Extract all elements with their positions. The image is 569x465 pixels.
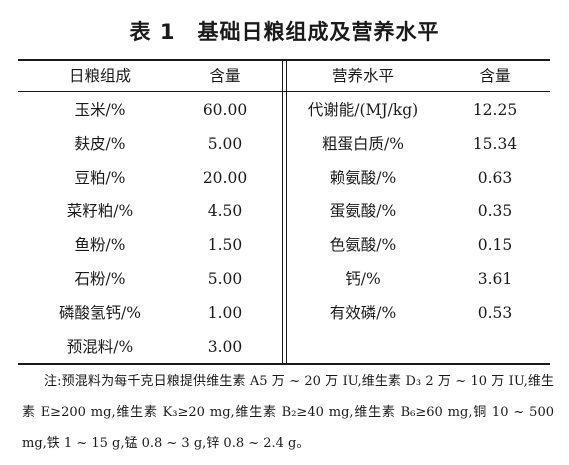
table-title: 表 1 基础日粮组成及营养水平 xyxy=(0,16,569,46)
table-number: 表 1 xyxy=(129,20,176,44)
nutrient-name: 有效磷/% xyxy=(329,303,397,322)
nutrient-name: 粗蛋白质/% xyxy=(322,134,404,153)
nutrient-value: 0.53 xyxy=(477,303,513,322)
ingredient-value: 4.50 xyxy=(207,202,243,221)
nutrient-name: 色氨酸/% xyxy=(329,236,397,255)
nutrient-name: 钙/% xyxy=(345,270,381,288)
column-divider xyxy=(286,60,287,364)
header-ingredient: 日粮组成 xyxy=(68,67,131,85)
nutrient-name: 蛋氨酸/% xyxy=(329,202,397,221)
nutrient-value: 0.63 xyxy=(477,168,513,187)
ingredient-name: 豆粕/% xyxy=(74,168,126,187)
ingredient-name: 玉米/% xyxy=(74,101,126,119)
nutrient-name: 赖氨酸/% xyxy=(329,168,397,187)
column-divider xyxy=(282,60,283,364)
header-content-right: 含量 xyxy=(479,67,511,85)
header-content-left: 含量 xyxy=(209,67,241,85)
ingredient-name: 石粉/% xyxy=(74,270,126,288)
nutrient-value: 15.34 xyxy=(472,134,518,153)
header-nutrient: 营养水平 xyxy=(331,67,394,85)
nutrient-name: 代谢能/(MJ/kg) xyxy=(307,101,419,119)
ingredient-value: 5.00 xyxy=(207,134,243,153)
ingredient-value: 60.00 xyxy=(202,101,248,119)
table-note: 注:预混料为每千克日粮提供维生素 A5 万 ~ 20 万 IU,维生素 D₃ 2… xyxy=(22,374,554,451)
header-rule xyxy=(18,91,550,92)
bottom-rule xyxy=(18,363,550,365)
nutrient-value: 3.61 xyxy=(477,270,513,288)
nutrient-value: 0.15 xyxy=(477,236,513,255)
ingredient-name: 预混料/% xyxy=(66,337,134,356)
ingredient-name: 磷酸氢钙/% xyxy=(59,303,141,322)
nutrient-value: 12.25 xyxy=(472,101,518,119)
ingredient-value: 3.00 xyxy=(207,337,243,356)
ingredient-value: 1.00 xyxy=(207,303,243,322)
ingredient-value: 1.50 xyxy=(207,236,243,255)
ingredient-name: 菜籽粕/% xyxy=(66,202,134,221)
top-rule xyxy=(18,59,550,61)
table-caption: 基础日粮组成及营养水平 xyxy=(197,20,440,44)
ingredient-value: 5.00 xyxy=(207,270,243,288)
ingredient-value: 20.00 xyxy=(202,168,248,187)
ingredient-name: 麸皮/% xyxy=(74,134,126,153)
ingredient-name: 鱼粉/% xyxy=(74,236,126,255)
nutrient-value: 0.35 xyxy=(477,202,513,221)
